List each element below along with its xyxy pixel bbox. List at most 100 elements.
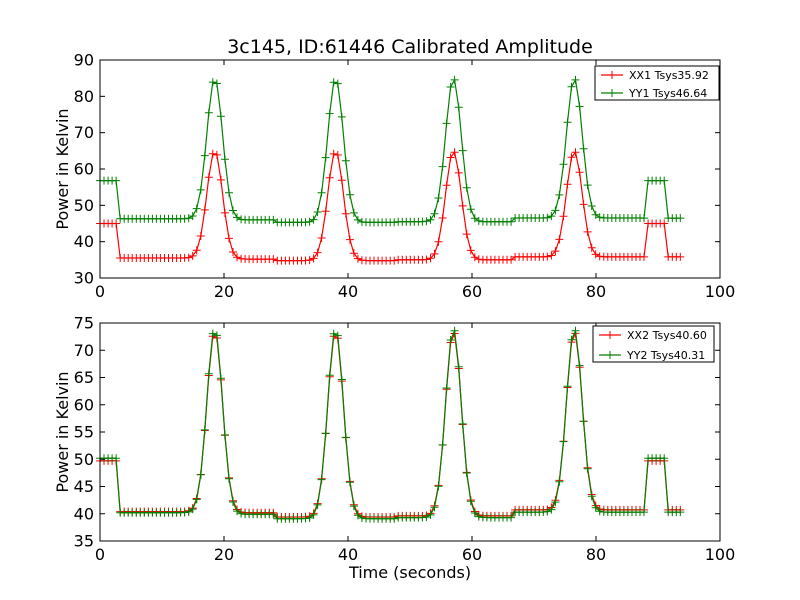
data-point — [188, 212, 197, 220]
data-point — [507, 217, 516, 226]
data-point — [442, 119, 451, 128]
y-tick-label: 60 — [74, 395, 94, 414]
data-point — [345, 235, 354, 244]
data-point — [470, 509, 479, 517]
data-point — [587, 243, 596, 252]
data-point — [216, 112, 225, 121]
data-point — [305, 256, 314, 265]
data-point — [555, 477, 564, 486]
legend-label: YY2 Tsys40.31 — [626, 349, 705, 362]
data-point — [337, 176, 346, 185]
data-point — [390, 514, 399, 523]
data-point — [583, 227, 592, 236]
data-point — [301, 514, 310, 523]
y-axis-label: Power in Kelvin — [53, 371, 72, 492]
data-point — [345, 478, 354, 487]
data-point — [438, 214, 447, 222]
data-point — [559, 437, 568, 446]
data-point — [551, 247, 560, 256]
legend-marker — [608, 89, 616, 97]
data-point — [438, 440, 447, 449]
data-point — [325, 173, 334, 182]
data-point — [188, 251, 197, 260]
legend-marker — [608, 71, 616, 79]
panel-2: 0 20 40 60 80 100 35 40 45 50 55 60 65 70 75 Power in K… — [53, 314, 735, 583]
data-point — [309, 215, 318, 224]
data-point — [345, 190, 354, 199]
data-point — [321, 429, 330, 438]
x-tick-label: 60 — [462, 545, 482, 564]
data-point — [329, 149, 338, 158]
data-point — [676, 214, 685, 223]
data-point — [434, 194, 443, 202]
chart-panels: 0 20 40 60 80 100 30 40 50 60 70 80 90 Power in Kelvi… — [53, 51, 735, 583]
y-axis-label: Power in Kelvin — [53, 108, 72, 229]
data-point — [466, 497, 475, 506]
y-tick-label: 80 — [74, 87, 94, 106]
y-tick-label: 45 — [74, 477, 94, 496]
data-point — [329, 329, 338, 338]
data-point — [547, 251, 556, 260]
legend-2: XX2 Tsys40.60 YY2 Tsys40.31 — [592, 325, 715, 363]
data-point — [454, 103, 463, 112]
data-point — [349, 208, 358, 217]
data-point — [640, 508, 648, 517]
data-point — [563, 180, 572, 189]
data-point — [216, 175, 225, 184]
data-point — [112, 454, 121, 463]
data-point — [321, 207, 330, 216]
data-point — [196, 185, 205, 194]
data-point — [474, 216, 483, 225]
data-point — [555, 190, 564, 199]
x-tick-label: 20 — [214, 282, 234, 301]
data-point — [329, 78, 338, 87]
data-point — [341, 156, 350, 165]
data-point — [220, 155, 229, 164]
data-point — [462, 183, 471, 192]
data-point — [337, 375, 346, 384]
data-point — [591, 503, 600, 512]
data-point — [446, 83, 455, 91]
data-point — [333, 151, 342, 159]
y-tick-label: 55 — [74, 423, 94, 442]
data-point — [426, 254, 435, 263]
y-tick-label: 70 — [74, 341, 94, 360]
data-point — [353, 254, 362, 263]
data-point — [220, 430, 229, 439]
data-point — [579, 144, 588, 153]
y-tick-label: 90 — [74, 51, 94, 70]
data-point — [543, 252, 552, 261]
x-tick-label: 0 — [95, 282, 105, 301]
data-point — [208, 78, 217, 87]
x-tick-label: 60 — [462, 282, 482, 301]
y-tick-label: 60 — [74, 160, 94, 179]
data-point — [305, 217, 314, 226]
data-point — [349, 502, 358, 511]
data-point — [640, 214, 648, 223]
data-point — [269, 510, 278, 519]
data-point — [442, 181, 451, 190]
data-point — [660, 176, 669, 185]
data-point — [333, 331, 342, 340]
data-point — [229, 248, 237, 256]
data-point — [571, 326, 580, 335]
data-point — [466, 246, 475, 255]
data-point — [313, 248, 322, 257]
data-point — [551, 498, 560, 507]
data-point — [237, 509, 246, 518]
data-point — [337, 112, 346, 121]
data-point — [559, 160, 568, 169]
data-point — [196, 470, 205, 479]
data-point — [225, 474, 233, 483]
x-axis-label: Time (seconds) — [348, 563, 471, 582]
data-point — [317, 234, 326, 242]
data-point — [551, 206, 560, 215]
data-point — [454, 362, 463, 371]
data-point — [204, 108, 213, 117]
data-point — [507, 513, 516, 522]
data-point — [462, 469, 471, 477]
data-point — [233, 253, 241, 262]
data-point — [575, 102, 584, 111]
data-point — [422, 513, 431, 522]
